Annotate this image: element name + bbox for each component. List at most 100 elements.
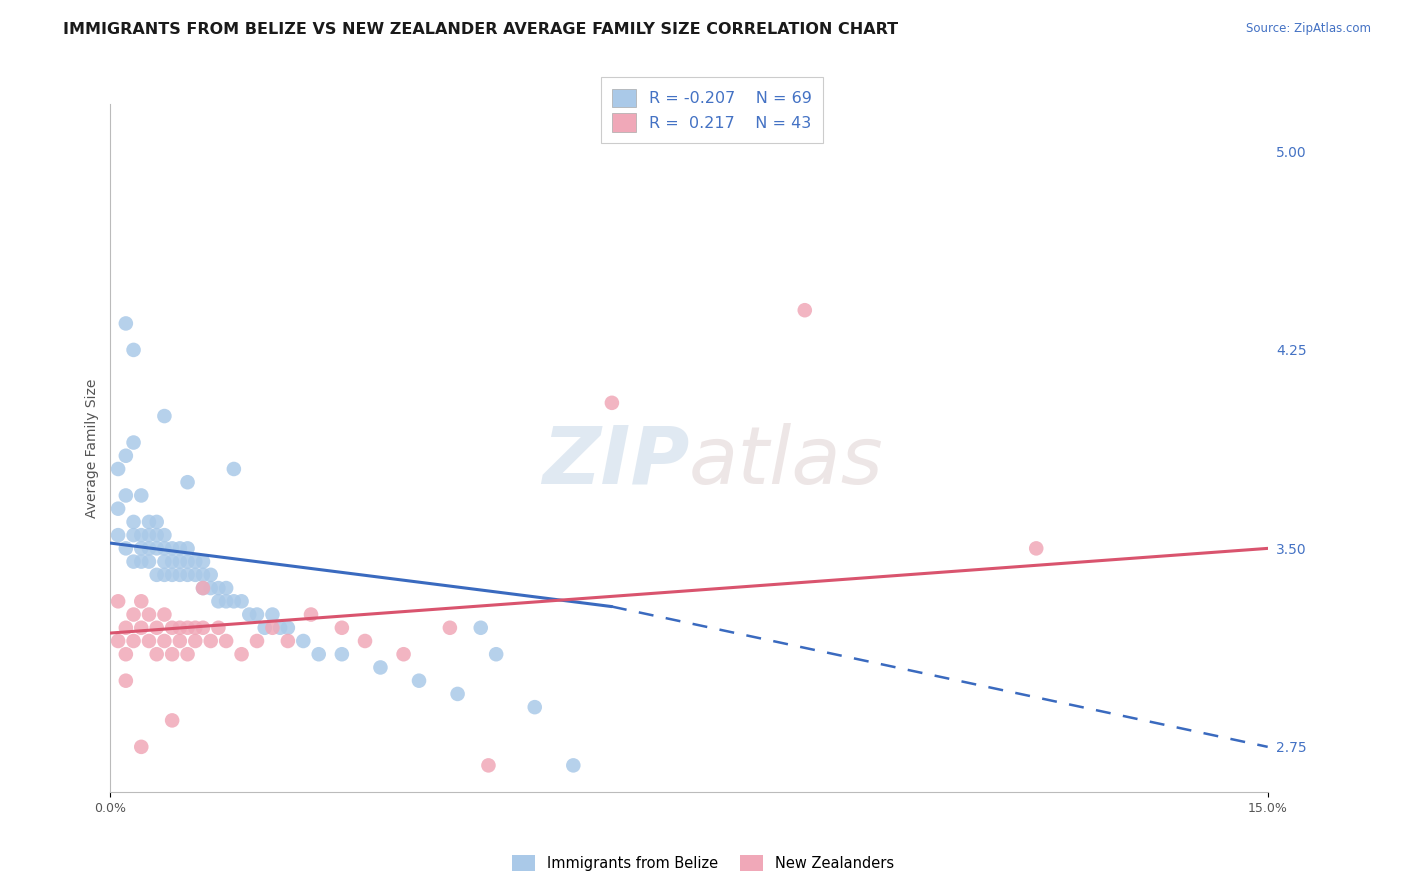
Point [122, 607, 145, 622]
Point [122, 515, 145, 529]
Point [153, 555, 176, 569]
Point [184, 567, 207, 582]
Point [176, 541, 198, 556]
Text: IMMIGRANTS FROM BELIZE VS NEW ZEALANDER AVERAGE FAMILY SIZE CORRELATION CHART: IMMIGRANTS FROM BELIZE VS NEW ZEALANDER … [63, 22, 898, 37]
Point [200, 634, 222, 648]
Point [138, 634, 160, 648]
Point [138, 528, 160, 542]
Point [115, 647, 138, 661]
Point [160, 714, 183, 728]
Point [231, 647, 253, 661]
Point [160, 621, 183, 635]
Point [129, 541, 152, 556]
Point [169, 555, 191, 569]
Point [145, 515, 167, 529]
Point [129, 594, 152, 608]
Text: ZIP: ZIP [541, 423, 689, 500]
Point [153, 409, 176, 423]
Point [138, 541, 160, 556]
Point [299, 607, 322, 622]
Point [408, 673, 430, 688]
Point [439, 621, 461, 635]
Point [207, 621, 229, 635]
Point [176, 475, 198, 490]
Point [176, 555, 198, 569]
Point [115, 673, 138, 688]
Point [129, 488, 152, 502]
Y-axis label: Average Family Size: Average Family Size [86, 378, 100, 517]
Point [262, 607, 284, 622]
Point [370, 660, 392, 674]
Point [160, 647, 183, 661]
Point [600, 396, 623, 410]
Point [269, 621, 291, 635]
Point [392, 647, 415, 661]
Point [330, 647, 353, 661]
Point [153, 607, 176, 622]
Point [562, 758, 585, 772]
Point [145, 541, 167, 556]
Point [169, 541, 191, 556]
Point [122, 343, 145, 357]
Point [115, 488, 138, 502]
Point [446, 687, 468, 701]
Point [470, 621, 492, 635]
Point [277, 621, 299, 635]
Point [107, 501, 129, 516]
Point [308, 647, 330, 661]
Point [160, 567, 183, 582]
Point [330, 621, 353, 635]
Point [176, 621, 198, 635]
Point [191, 621, 214, 635]
Point [793, 303, 815, 318]
Point [1025, 541, 1047, 556]
Point [153, 541, 176, 556]
Point [169, 567, 191, 582]
Point [215, 581, 238, 595]
Point [115, 317, 138, 331]
Point [253, 621, 276, 635]
Point [207, 594, 229, 608]
Point [169, 634, 191, 648]
Point [191, 581, 214, 595]
Point [153, 567, 176, 582]
Point [129, 528, 152, 542]
Point [215, 594, 238, 608]
Point [138, 607, 160, 622]
Point [160, 541, 183, 556]
Point [222, 462, 245, 476]
Point [231, 594, 253, 608]
Point [200, 581, 222, 595]
Point [184, 621, 207, 635]
Point [160, 555, 183, 569]
Point [145, 647, 167, 661]
Point [169, 621, 191, 635]
Text: atlas: atlas [689, 423, 884, 500]
Point [200, 567, 222, 582]
Point [107, 594, 129, 608]
Point [129, 555, 152, 569]
Legend: Immigrants from Belize, New Zealanders: Immigrants from Belize, New Zealanders [503, 846, 903, 880]
Point [107, 462, 129, 476]
Point [184, 555, 207, 569]
Point [191, 567, 214, 582]
Point [107, 634, 129, 648]
Point [191, 555, 214, 569]
Point [122, 555, 145, 569]
Point [176, 647, 198, 661]
Point [129, 621, 152, 635]
Point [122, 435, 145, 450]
Point [523, 700, 546, 714]
Point [153, 634, 176, 648]
Point [122, 528, 145, 542]
Point [215, 634, 238, 648]
Point [485, 647, 508, 661]
Point [477, 758, 499, 772]
Point [222, 594, 245, 608]
Legend: R = -0.207    N = 69, R =  0.217    N = 43: R = -0.207 N = 69, R = 0.217 N = 43 [602, 78, 823, 143]
Point [138, 515, 160, 529]
Point [176, 567, 198, 582]
Point [277, 634, 299, 648]
Text: Source: ZipAtlas.com: Source: ZipAtlas.com [1246, 22, 1371, 36]
Point [145, 567, 167, 582]
